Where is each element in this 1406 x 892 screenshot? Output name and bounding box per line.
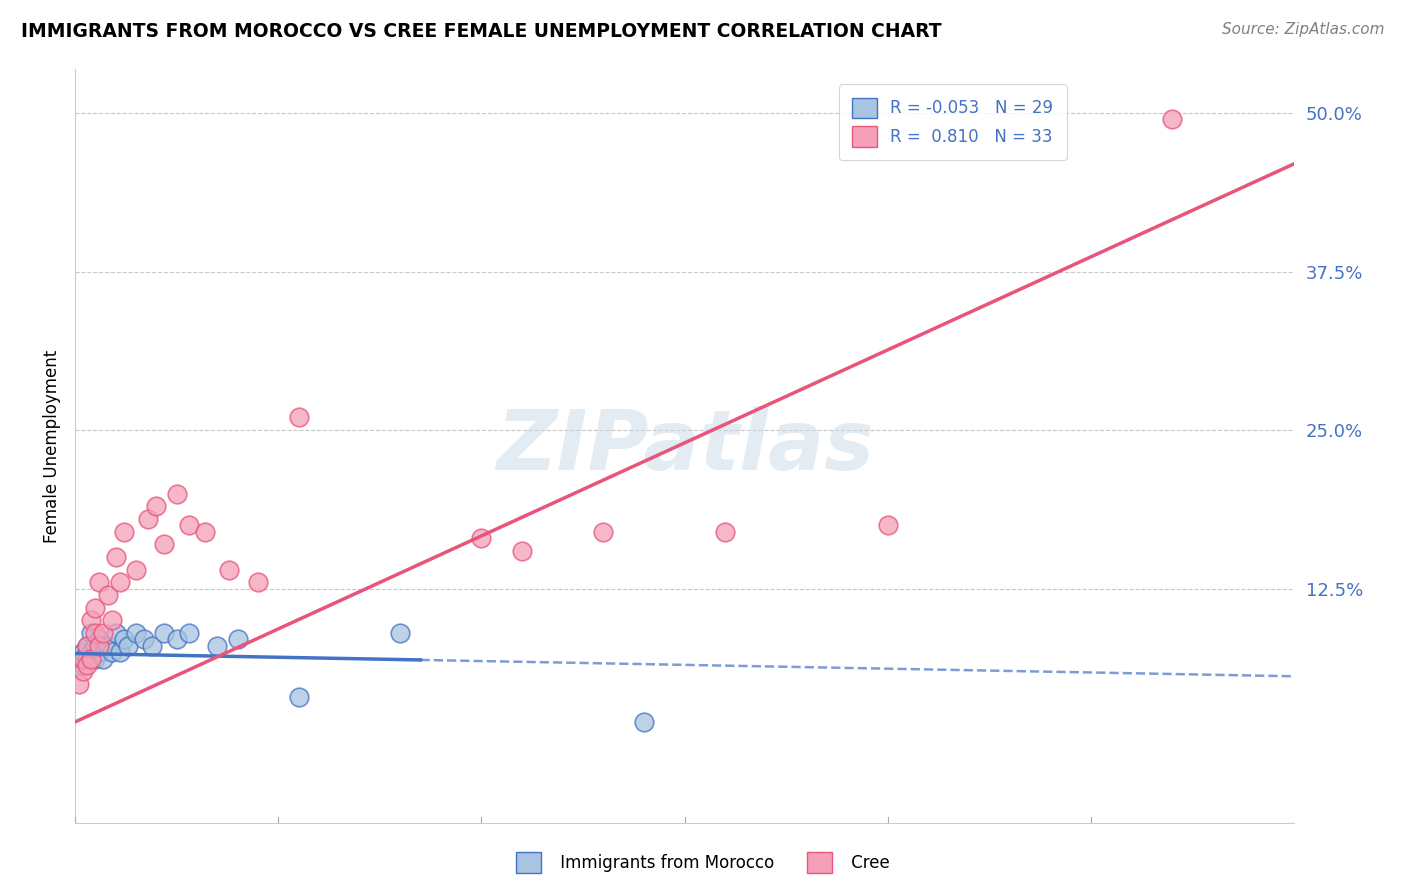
Point: [141, 639, 163, 653]
Point: [470, 531, 492, 545]
Point: [80, 614, 103, 628]
Point: [80, 626, 103, 640]
Point: [76, 657, 98, 672]
Point: [177, 626, 200, 640]
Point: [125, 626, 148, 640]
Point: [714, 524, 737, 539]
Point: [194, 524, 217, 539]
Point: [89, 639, 111, 653]
Point: [89, 645, 111, 659]
Point: [100, 614, 122, 628]
Point: [93, 651, 115, 665]
Point: [76, 639, 98, 653]
Text: ZIPatlas: ZIPatlas: [496, 406, 873, 486]
Point: [1161, 112, 1184, 127]
Point: [84, 626, 107, 640]
Point: [72, 657, 94, 672]
Point: [89, 575, 111, 590]
Point: [108, 645, 131, 659]
Point: [207, 639, 229, 653]
Point: [112, 524, 135, 539]
Point: [218, 563, 240, 577]
Point: [76, 639, 98, 653]
Point: [93, 626, 115, 640]
Point: [166, 632, 188, 647]
Point: [96, 639, 118, 653]
Point: [246, 575, 269, 590]
Point: [72, 645, 94, 659]
Point: [633, 714, 655, 729]
Point: [89, 632, 111, 647]
Point: [80, 645, 103, 659]
Point: [136, 512, 159, 526]
Point: [84, 639, 107, 653]
Point: [108, 575, 131, 590]
Text: Source: ZipAtlas.com: Source: ZipAtlas.com: [1222, 22, 1385, 37]
Point: [104, 549, 127, 564]
Point: [96, 588, 118, 602]
Point: [112, 632, 135, 647]
Point: [877, 518, 900, 533]
Text: IMMIGRANTS FROM MOROCCO VS CREE FEMALE UNEMPLOYMENT CORRELATION CHART: IMMIGRANTS FROM MOROCCO VS CREE FEMALE U…: [21, 22, 942, 41]
Point: [67, 651, 90, 665]
Point: [125, 563, 148, 577]
Point: [80, 651, 103, 665]
Point: [153, 626, 176, 640]
Point: [67, 677, 90, 691]
Point: [389, 626, 412, 640]
Point: [72, 664, 94, 678]
Point: [76, 651, 98, 665]
Point: [287, 690, 309, 704]
Point: [166, 486, 188, 500]
Point: [72, 651, 94, 665]
Legend: R = -0.053   N = 29, R =  0.810   N = 33: R = -0.053 N = 29, R = 0.810 N = 33: [838, 85, 1067, 160]
Point: [226, 632, 249, 647]
Legend:  Immigrants from Morocco,  Cree: Immigrants from Morocco, Cree: [510, 846, 896, 880]
Point: [104, 626, 127, 640]
Point: [145, 500, 167, 514]
Point: [132, 632, 155, 647]
Point: [117, 639, 139, 653]
Point: [84, 651, 107, 665]
Point: [510, 543, 533, 558]
Point: [100, 645, 122, 659]
Point: [153, 537, 176, 551]
Point: [592, 524, 614, 539]
Point: [287, 410, 309, 425]
Y-axis label: Female Unemployment: Female Unemployment: [44, 350, 60, 542]
Point: [84, 600, 107, 615]
Point: [177, 518, 200, 533]
